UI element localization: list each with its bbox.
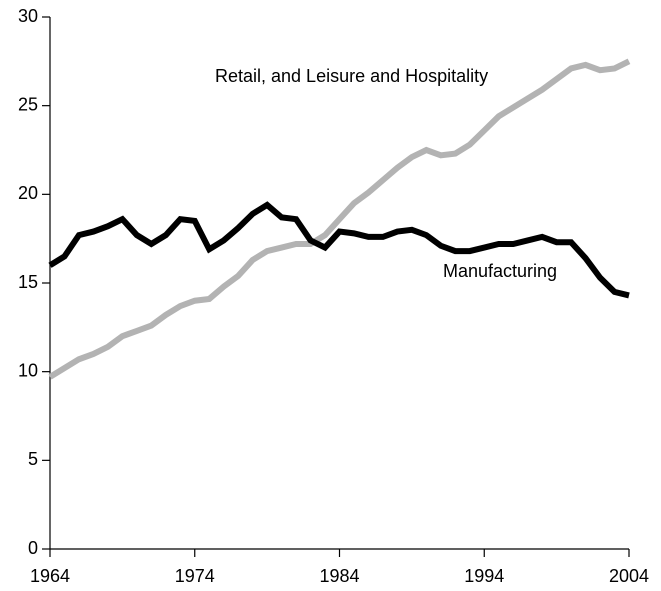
x-tick-label: 1984 bbox=[319, 566, 359, 586]
y-tick-label: 15 bbox=[18, 272, 38, 292]
y-tick-label: 30 bbox=[18, 6, 38, 26]
series-label: Retail, and Leisure and Hospitality bbox=[215, 66, 488, 86]
y-tick-label: 10 bbox=[18, 360, 38, 380]
y-tick-label: 5 bbox=[28, 449, 38, 469]
y-tick-label: 20 bbox=[18, 183, 38, 203]
x-tick-label: 1964 bbox=[30, 566, 70, 586]
line bbox=[48, 201, 630, 299]
y-tick-label: 25 bbox=[18, 94, 38, 114]
x-tick-label: 2004 bbox=[609, 566, 649, 586]
x-tick-label: 1994 bbox=[464, 566, 504, 586]
line bbox=[48, 58, 631, 380]
series-label: Manufacturing bbox=[443, 261, 557, 281]
y-tick-label: 0 bbox=[28, 538, 38, 558]
x-tick-label: 1974 bbox=[175, 566, 215, 586]
